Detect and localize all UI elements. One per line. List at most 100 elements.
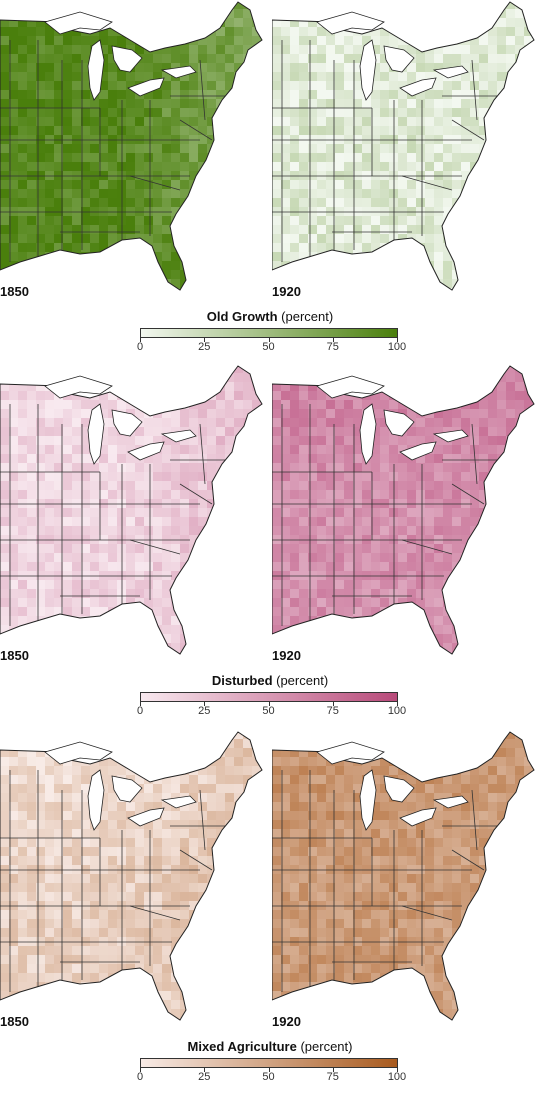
great-lake-2 bbox=[111, 45, 143, 73]
legend-tick-mark bbox=[204, 338, 206, 342]
great-lake-0 bbox=[44, 375, 113, 399]
great-lake-3 bbox=[399, 77, 437, 97]
year-label: 1920 bbox=[272, 284, 301, 299]
coastline bbox=[272, 731, 535, 1021]
legend-variable: Disturbed bbox=[211, 673, 273, 688]
coastline bbox=[0, 731, 263, 1021]
legend-tick-mark bbox=[332, 702, 334, 706]
legend-tick-mark bbox=[140, 702, 141, 706]
coastline bbox=[0, 365, 263, 655]
legend-color-bar bbox=[140, 692, 398, 702]
great-lake-2 bbox=[111, 409, 143, 437]
legend-unit: (percent) bbox=[296, 1039, 353, 1054]
great-lake-2 bbox=[383, 45, 415, 73]
land-fill bbox=[272, 732, 534, 1020]
great-lake-1 bbox=[359, 39, 377, 101]
state-borders bbox=[0, 770, 230, 992]
legend-variable: Old Growth bbox=[206, 309, 278, 324]
year-label: 1850 bbox=[0, 284, 29, 299]
great-lake-2 bbox=[383, 775, 415, 803]
great-lake-3 bbox=[399, 807, 437, 827]
great-lake-0 bbox=[316, 741, 385, 765]
legend-tick-mark bbox=[332, 1068, 334, 1072]
legend-unit: (percent) bbox=[272, 673, 329, 688]
great-lake-3 bbox=[127, 77, 165, 97]
legend-tick-label: 50 bbox=[262, 1071, 275, 1083]
legend-tick-mark bbox=[332, 338, 334, 342]
legend-tick-mark bbox=[268, 1068, 270, 1072]
legend-mixed-agriculture: Mixed Agriculture (percent) 0 25 50 75 100 bbox=[0, 1039, 540, 1089]
great-lake-3 bbox=[127, 441, 165, 461]
great-lake-1 bbox=[359, 403, 377, 465]
great-lake-3 bbox=[127, 807, 165, 827]
map-disturbed-1850 bbox=[0, 365, 263, 655]
great-lake-4 bbox=[160, 795, 197, 809]
map-panel-old-growth-1920: 1920 bbox=[272, 0, 540, 302]
map-disturbed-1920 bbox=[272, 365, 535, 655]
state-borders bbox=[0, 404, 230, 626]
year-label: 1850 bbox=[0, 1014, 29, 1029]
legend-color-bar bbox=[140, 1058, 398, 1068]
coastline bbox=[0, 1, 263, 291]
map-mixed-agriculture-1850 bbox=[0, 731, 263, 1021]
legend-tick-label: 100 bbox=[387, 341, 407, 353]
legend-tick-mark bbox=[204, 702, 206, 706]
legend-tick-mark bbox=[204, 1068, 206, 1072]
legend-tick-mark bbox=[140, 338, 141, 342]
land-fill bbox=[0, 366, 262, 654]
legend-tick-label: 50 bbox=[262, 705, 275, 717]
legend-title: Mixed Agriculture (percent) bbox=[0, 1039, 540, 1054]
legend-tick-mark bbox=[397, 702, 398, 706]
great-lake-0 bbox=[316, 375, 385, 399]
map-panel-disturbed-1920: 1920 bbox=[272, 364, 540, 666]
state-borders bbox=[0, 40, 230, 262]
map-panel-old-growth-1850: 1850 bbox=[0, 0, 268, 302]
legend-tick-label: 25 bbox=[198, 1071, 211, 1083]
map-mixed-agriculture-1920 bbox=[272, 731, 535, 1021]
legend-tick-label: 75 bbox=[326, 705, 339, 717]
legend-tick-label: 0 bbox=[136, 1071, 144, 1083]
legend-tick-label: 75 bbox=[326, 1071, 339, 1083]
legend-tick-mark bbox=[268, 702, 270, 706]
map-panel-disturbed-1850: 1850 bbox=[0, 364, 268, 666]
legend-tick-label: 0 bbox=[136, 341, 144, 353]
legend-disturbed: Disturbed (percent) 0 25 50 75 100 bbox=[0, 673, 540, 723]
land-fill bbox=[0, 732, 262, 1020]
map-panel-mixed-agriculture-1850: 1850 bbox=[0, 730, 268, 1032]
legend-tick-mark bbox=[268, 338, 270, 342]
legend-variable: Mixed Agriculture bbox=[187, 1039, 297, 1054]
legend-tick-mark bbox=[397, 1068, 398, 1072]
legend-tick-label: 50 bbox=[262, 341, 275, 353]
legend-color-bar bbox=[140, 328, 398, 338]
land-fill bbox=[272, 2, 534, 290]
great-lake-0 bbox=[44, 11, 113, 35]
great-lake-1 bbox=[87, 403, 105, 465]
state-borders bbox=[272, 40, 502, 262]
legend-tick-mark bbox=[140, 1068, 141, 1072]
legend-title: Disturbed (percent) bbox=[0, 673, 540, 688]
state-borders bbox=[272, 770, 502, 992]
coastline bbox=[272, 365, 535, 655]
great-lake-1 bbox=[87, 39, 105, 101]
legend-old-growth: Old Growth (percent) 0 25 50 75 100 bbox=[0, 309, 540, 359]
legend-title: Old Growth (percent) bbox=[0, 309, 540, 324]
state-borders bbox=[272, 404, 502, 626]
map-old-growth-1920 bbox=[272, 1, 535, 291]
great-lake-0 bbox=[44, 741, 113, 765]
great-lake-3 bbox=[399, 441, 437, 461]
legend-tick-label: 25 bbox=[198, 705, 211, 717]
coastline bbox=[272, 1, 535, 291]
great-lake-1 bbox=[359, 769, 377, 831]
great-lake-4 bbox=[432, 795, 469, 809]
year-label: 1920 bbox=[272, 648, 301, 663]
map-panel-mixed-agriculture-1920: 1920 bbox=[272, 730, 540, 1032]
legend-tick-label: 0 bbox=[136, 705, 144, 717]
year-label: 1920 bbox=[272, 1014, 301, 1029]
legend-tick-label: 100 bbox=[387, 705, 407, 717]
great-lake-2 bbox=[111, 775, 143, 803]
great-lake-0 bbox=[316, 11, 385, 35]
great-lake-4 bbox=[160, 429, 197, 443]
land-fill bbox=[0, 2, 262, 290]
great-lake-4 bbox=[160, 65, 197, 79]
